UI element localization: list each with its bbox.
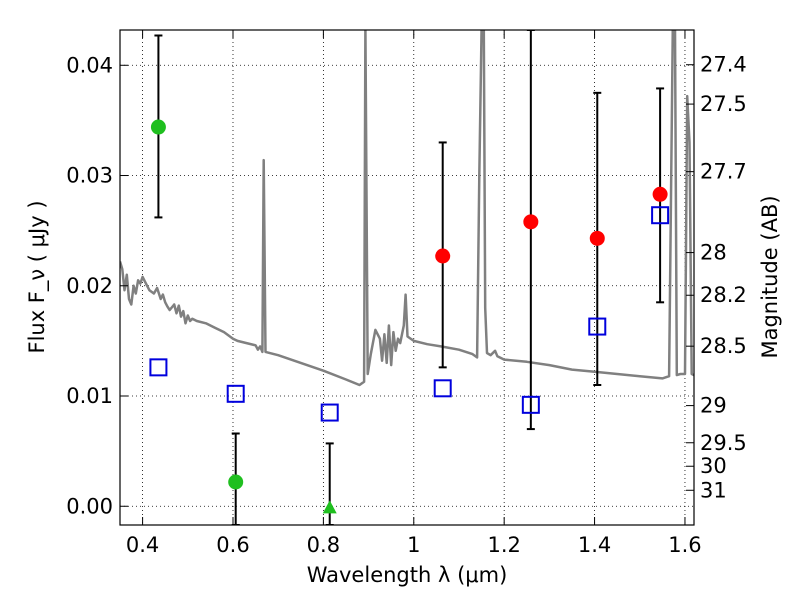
data-point-triangle — [322, 500, 337, 514]
model-flux-square — [149, 358, 168, 377]
data-point-circle — [589, 230, 605, 246]
y-tick-label: 0.04 — [66, 53, 113, 77]
sed-curve-layer — [120, 30, 694, 387]
y-tick-label: 0.03 — [66, 164, 113, 188]
right-tick-label: 27.5 — [700, 92, 747, 116]
x-tick-label: 1 — [407, 533, 420, 557]
right-tick-label: 29 — [700, 394, 727, 418]
model-flux-square — [588, 317, 607, 336]
model-flux-square — [521, 395, 540, 414]
y-axis-label: Flux F_ν ( μJy ) — [25, 200, 50, 353]
data-point-circle — [228, 474, 244, 490]
plot-frame — [119, 29, 695, 526]
y-tick-label: 0.00 — [66, 494, 113, 518]
model-flux-square — [651, 206, 670, 225]
right-tick-label: 27.7 — [700, 160, 747, 184]
marker-layer — [149, 119, 670, 514]
x-axis-label: Wavelength λ (μm) — [307, 563, 508, 587]
right-tick-label: 28.2 — [700, 283, 747, 307]
model-flux-square — [433, 379, 452, 398]
x-tick-label: 0.6 — [216, 533, 249, 557]
right-tick-label: 31 — [700, 478, 727, 502]
right-tick-label: 28 — [700, 241, 727, 265]
x-tick-label: 0.8 — [307, 533, 340, 557]
ticks: 0.4 0.6 0.8 1 1.2 1.4 1.6 0.00 0.01 0.02 0.03 0.04 2… — [66, 30, 747, 557]
right-tick-label: 29.5 — [700, 431, 747, 455]
y-tick-label: 0.01 — [66, 384, 113, 408]
model-flux-square — [226, 384, 245, 403]
x-tick-label: 1.2 — [487, 533, 520, 557]
x-tick-label: 1.6 — [668, 533, 701, 557]
right-y-axis-label: Magnitude (AB) — [758, 195, 782, 358]
data-point-circle — [435, 248, 451, 264]
grid — [120, 30, 694, 525]
x-tick-label: 0.4 — [126, 533, 159, 557]
sed-model-curve — [120, 30, 694, 387]
data-point-circle — [150, 119, 166, 135]
right-tick-label: 28.5 — [700, 334, 747, 358]
plot-background — [120, 30, 694, 525]
right-tick-label: 30 — [700, 454, 727, 478]
model-flux-square — [320, 403, 339, 422]
data-point-circle — [523, 214, 539, 230]
x-tick-label: 1.4 — [578, 533, 611, 557]
y-tick-label: 0.02 — [66, 274, 113, 298]
right-tick-label: 27.4 — [700, 53, 747, 77]
data-point-circle — [652, 186, 668, 202]
